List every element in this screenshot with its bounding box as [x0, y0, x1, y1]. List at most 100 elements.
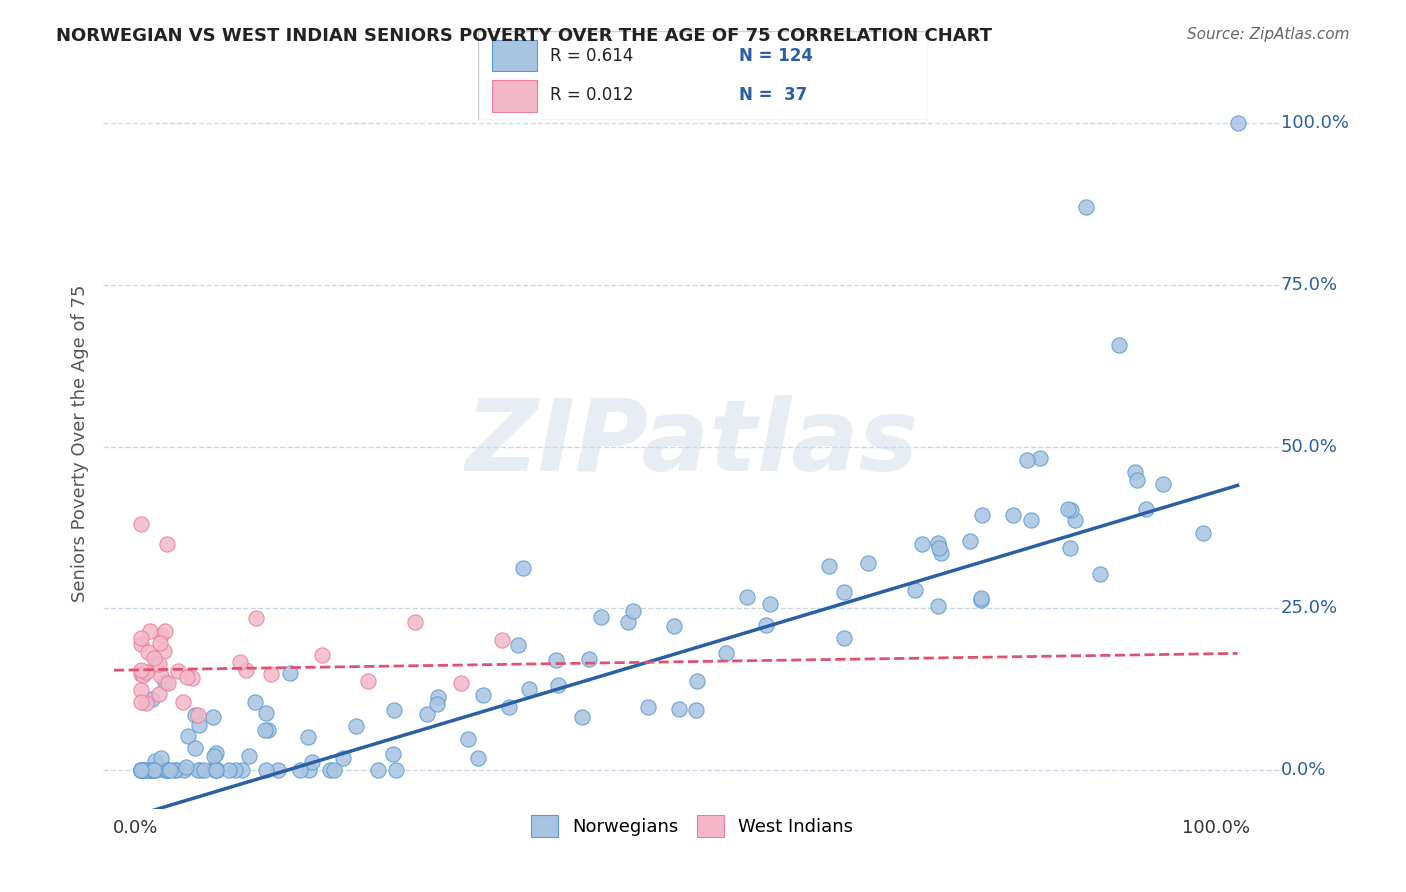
Point: [180, 671, 202, 685]
Point: [134, 764, 156, 778]
Point: [157, 676, 180, 690]
Point: [301, 755, 323, 769]
Point: [290, 764, 312, 778]
Point: [156, 764, 179, 778]
Point: [143, 651, 166, 665]
Point: [1064, 513, 1087, 527]
Point: [149, 669, 172, 683]
Point: [457, 732, 479, 747]
Point: [149, 636, 172, 650]
Point: [202, 749, 225, 764]
Point: [621, 603, 644, 617]
Point: [467, 751, 489, 765]
Point: [571, 710, 593, 724]
Point: [1015, 453, 1038, 467]
Point: [142, 764, 165, 778]
Point: [1126, 473, 1149, 487]
Point: [165, 764, 187, 778]
Text: 75.0%: 75.0%: [1281, 276, 1339, 293]
Point: [498, 700, 520, 714]
Point: [637, 700, 659, 714]
Point: [1001, 508, 1024, 522]
Point: [129, 764, 152, 778]
Point: [1135, 502, 1157, 516]
Point: [143, 764, 166, 778]
Point: [1191, 525, 1213, 540]
Point: [176, 670, 198, 684]
Point: [145, 764, 167, 778]
FancyBboxPatch shape: [478, 31, 928, 120]
Point: [253, 723, 276, 738]
Point: [143, 754, 166, 768]
Point: [207, 764, 229, 778]
Point: [278, 665, 301, 680]
Y-axis label: Seniors Poverty Over the Age of 75: Seniors Poverty Over the Age of 75: [72, 285, 89, 602]
Point: [298, 764, 321, 778]
Point: [129, 695, 152, 709]
Point: [1056, 501, 1078, 516]
Text: NORWEGIAN VS WEST INDIAN SENIORS POVERTY OVER THE AGE OF 75 CORRELATION CHART: NORWEGIAN VS WEST INDIAN SENIORS POVERTY…: [56, 27, 993, 45]
Point: [139, 624, 162, 638]
Point: [204, 763, 226, 777]
Point: [929, 547, 952, 561]
Text: 100.0%: 100.0%: [1281, 114, 1348, 132]
Point: [153, 624, 176, 638]
Point: [311, 648, 333, 663]
Point: [187, 764, 209, 778]
Point: [138, 764, 160, 778]
Point: [904, 582, 927, 597]
Point: [1123, 465, 1146, 479]
Point: [1226, 116, 1249, 130]
Point: [218, 764, 240, 778]
Point: [204, 764, 226, 778]
Point: [382, 703, 405, 717]
Point: [664, 619, 686, 633]
Point: [129, 764, 152, 778]
Point: [224, 764, 246, 778]
Point: [149, 628, 172, 642]
Point: [834, 584, 856, 599]
Point: [142, 764, 165, 778]
Point: [450, 676, 472, 690]
Point: [404, 615, 426, 629]
Point: [135, 696, 157, 710]
Point: [135, 665, 157, 679]
Point: [131, 764, 153, 778]
Point: [184, 741, 207, 756]
Point: [578, 652, 600, 666]
Point: [472, 688, 495, 702]
Point: [163, 764, 186, 778]
Point: [668, 702, 690, 716]
Point: [381, 747, 404, 762]
Legend: Norwegians, West Indians: Norwegians, West Indians: [523, 807, 860, 844]
Point: [972, 508, 994, 523]
Point: [970, 591, 993, 605]
Point: [512, 561, 534, 575]
Point: [832, 631, 855, 645]
Point: [139, 764, 162, 778]
Point: [172, 695, 194, 709]
Point: [959, 534, 981, 549]
Point: [136, 645, 159, 659]
Point: [685, 703, 707, 717]
Point: [491, 632, 513, 647]
Point: [188, 764, 211, 778]
Point: [427, 690, 450, 705]
Point: [187, 708, 209, 723]
Point: [183, 708, 205, 723]
Point: [156, 764, 179, 778]
Point: [129, 663, 152, 677]
Point: [193, 764, 215, 778]
Point: [129, 517, 152, 532]
Point: [384, 764, 406, 778]
Point: [735, 590, 758, 604]
Point: [129, 764, 152, 778]
Point: [1060, 503, 1083, 517]
Point: [129, 666, 152, 681]
Point: [260, 667, 283, 681]
Point: [235, 663, 257, 677]
Text: N = 124: N = 124: [740, 47, 813, 65]
Point: [927, 599, 949, 613]
Point: [245, 611, 267, 625]
Point: [319, 764, 342, 778]
